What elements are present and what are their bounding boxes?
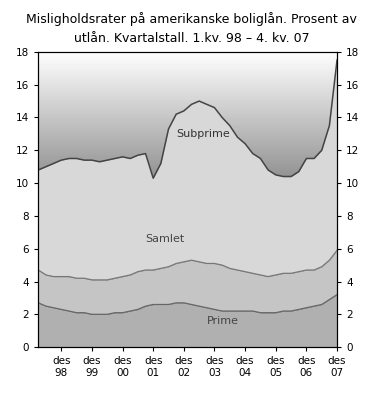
Text: Subprime: Subprime: [176, 129, 230, 139]
Text: Misligholdsrater på amerikanske boliglån. Prosent av: Misligholdsrater på amerikanske boliglån…: [26, 12, 357, 26]
Text: Samlet: Samlet: [146, 234, 185, 244]
Text: Prime: Prime: [207, 316, 239, 326]
Text: utlån. Kvartalstall. 1.kv. 98 – 4. kv. 07: utlån. Kvartalstall. 1.kv. 98 – 4. kv. 0…: [74, 32, 309, 45]
